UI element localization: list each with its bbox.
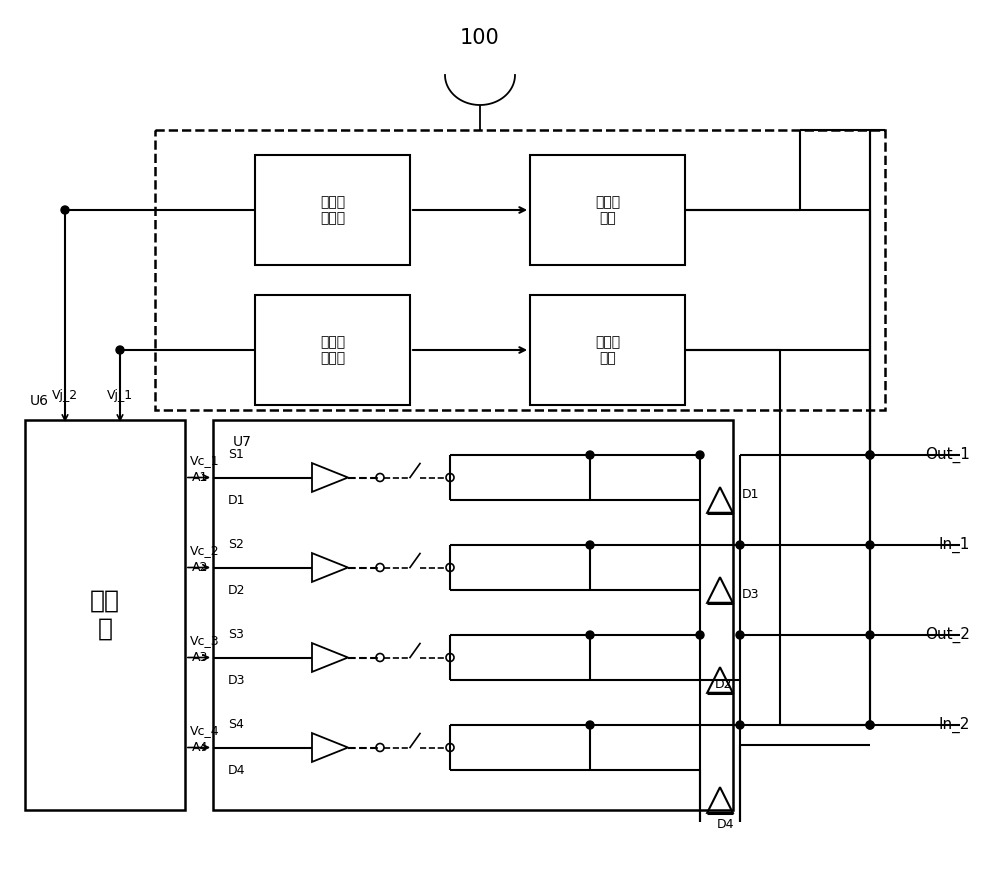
Text: D4: D4 (228, 764, 246, 776)
Circle shape (586, 721, 594, 729)
Text: In_2: In_2 (939, 717, 970, 733)
Circle shape (586, 541, 594, 549)
Text: 第二减
法器: 第二减 法器 (595, 195, 620, 225)
Circle shape (736, 541, 744, 549)
Circle shape (866, 631, 874, 639)
Bar (255, 155, 410, 265)
Circle shape (116, 346, 124, 354)
Circle shape (866, 451, 874, 459)
Circle shape (736, 631, 744, 639)
Text: S1: S1 (228, 448, 244, 461)
Circle shape (696, 451, 704, 459)
Bar (255, 295, 410, 405)
Text: 单片
机: 单片 机 (90, 589, 120, 641)
Text: D1: D1 (228, 494, 246, 507)
Text: S2: S2 (228, 538, 244, 551)
Text: Vc_4: Vc_4 (190, 725, 220, 738)
Circle shape (736, 721, 744, 729)
Text: 100: 100 (460, 28, 500, 48)
Circle shape (866, 721, 874, 729)
Bar (530, 155, 685, 265)
Circle shape (866, 721, 874, 729)
Bar (25, 420, 185, 810)
Text: Vc_1: Vc_1 (190, 454, 220, 468)
Text: Out_2: Out_2 (925, 627, 970, 643)
Text: A4: A4 (192, 741, 208, 754)
Text: Vc_3: Vc_3 (190, 635, 220, 648)
Text: A3: A3 (192, 651, 208, 664)
Text: A1: A1 (192, 471, 208, 484)
Text: D2: D2 (228, 584, 246, 596)
Circle shape (586, 631, 594, 639)
Bar (155, 130, 885, 410)
Text: A2: A2 (192, 561, 208, 574)
Circle shape (61, 206, 69, 214)
Text: Vj_1: Vj_1 (107, 389, 133, 401)
Text: D3: D3 (228, 674, 246, 686)
Circle shape (866, 451, 874, 459)
Text: D2: D2 (715, 678, 732, 691)
Circle shape (866, 541, 874, 549)
Text: In_1: In_1 (939, 537, 970, 553)
Text: 第一减
法器: 第一减 法器 (595, 335, 620, 365)
Circle shape (696, 631, 704, 639)
Circle shape (586, 451, 594, 459)
Text: Vc_2: Vc_2 (190, 545, 220, 558)
Text: D3: D3 (742, 588, 760, 601)
Text: 第二比
较电路: 第二比 较电路 (320, 195, 345, 225)
Text: U6: U6 (30, 394, 49, 408)
Text: U7: U7 (233, 435, 252, 449)
Text: S3: S3 (228, 628, 244, 642)
Text: D4: D4 (717, 817, 734, 830)
Bar (213, 420, 733, 810)
Text: S4: S4 (228, 718, 244, 732)
Text: D1: D1 (742, 489, 760, 502)
Text: Vj_2: Vj_2 (52, 389, 78, 401)
Text: 第一比
较电路: 第一比 较电路 (320, 335, 345, 365)
Bar (530, 295, 685, 405)
Text: Out_1: Out_1 (925, 447, 970, 463)
